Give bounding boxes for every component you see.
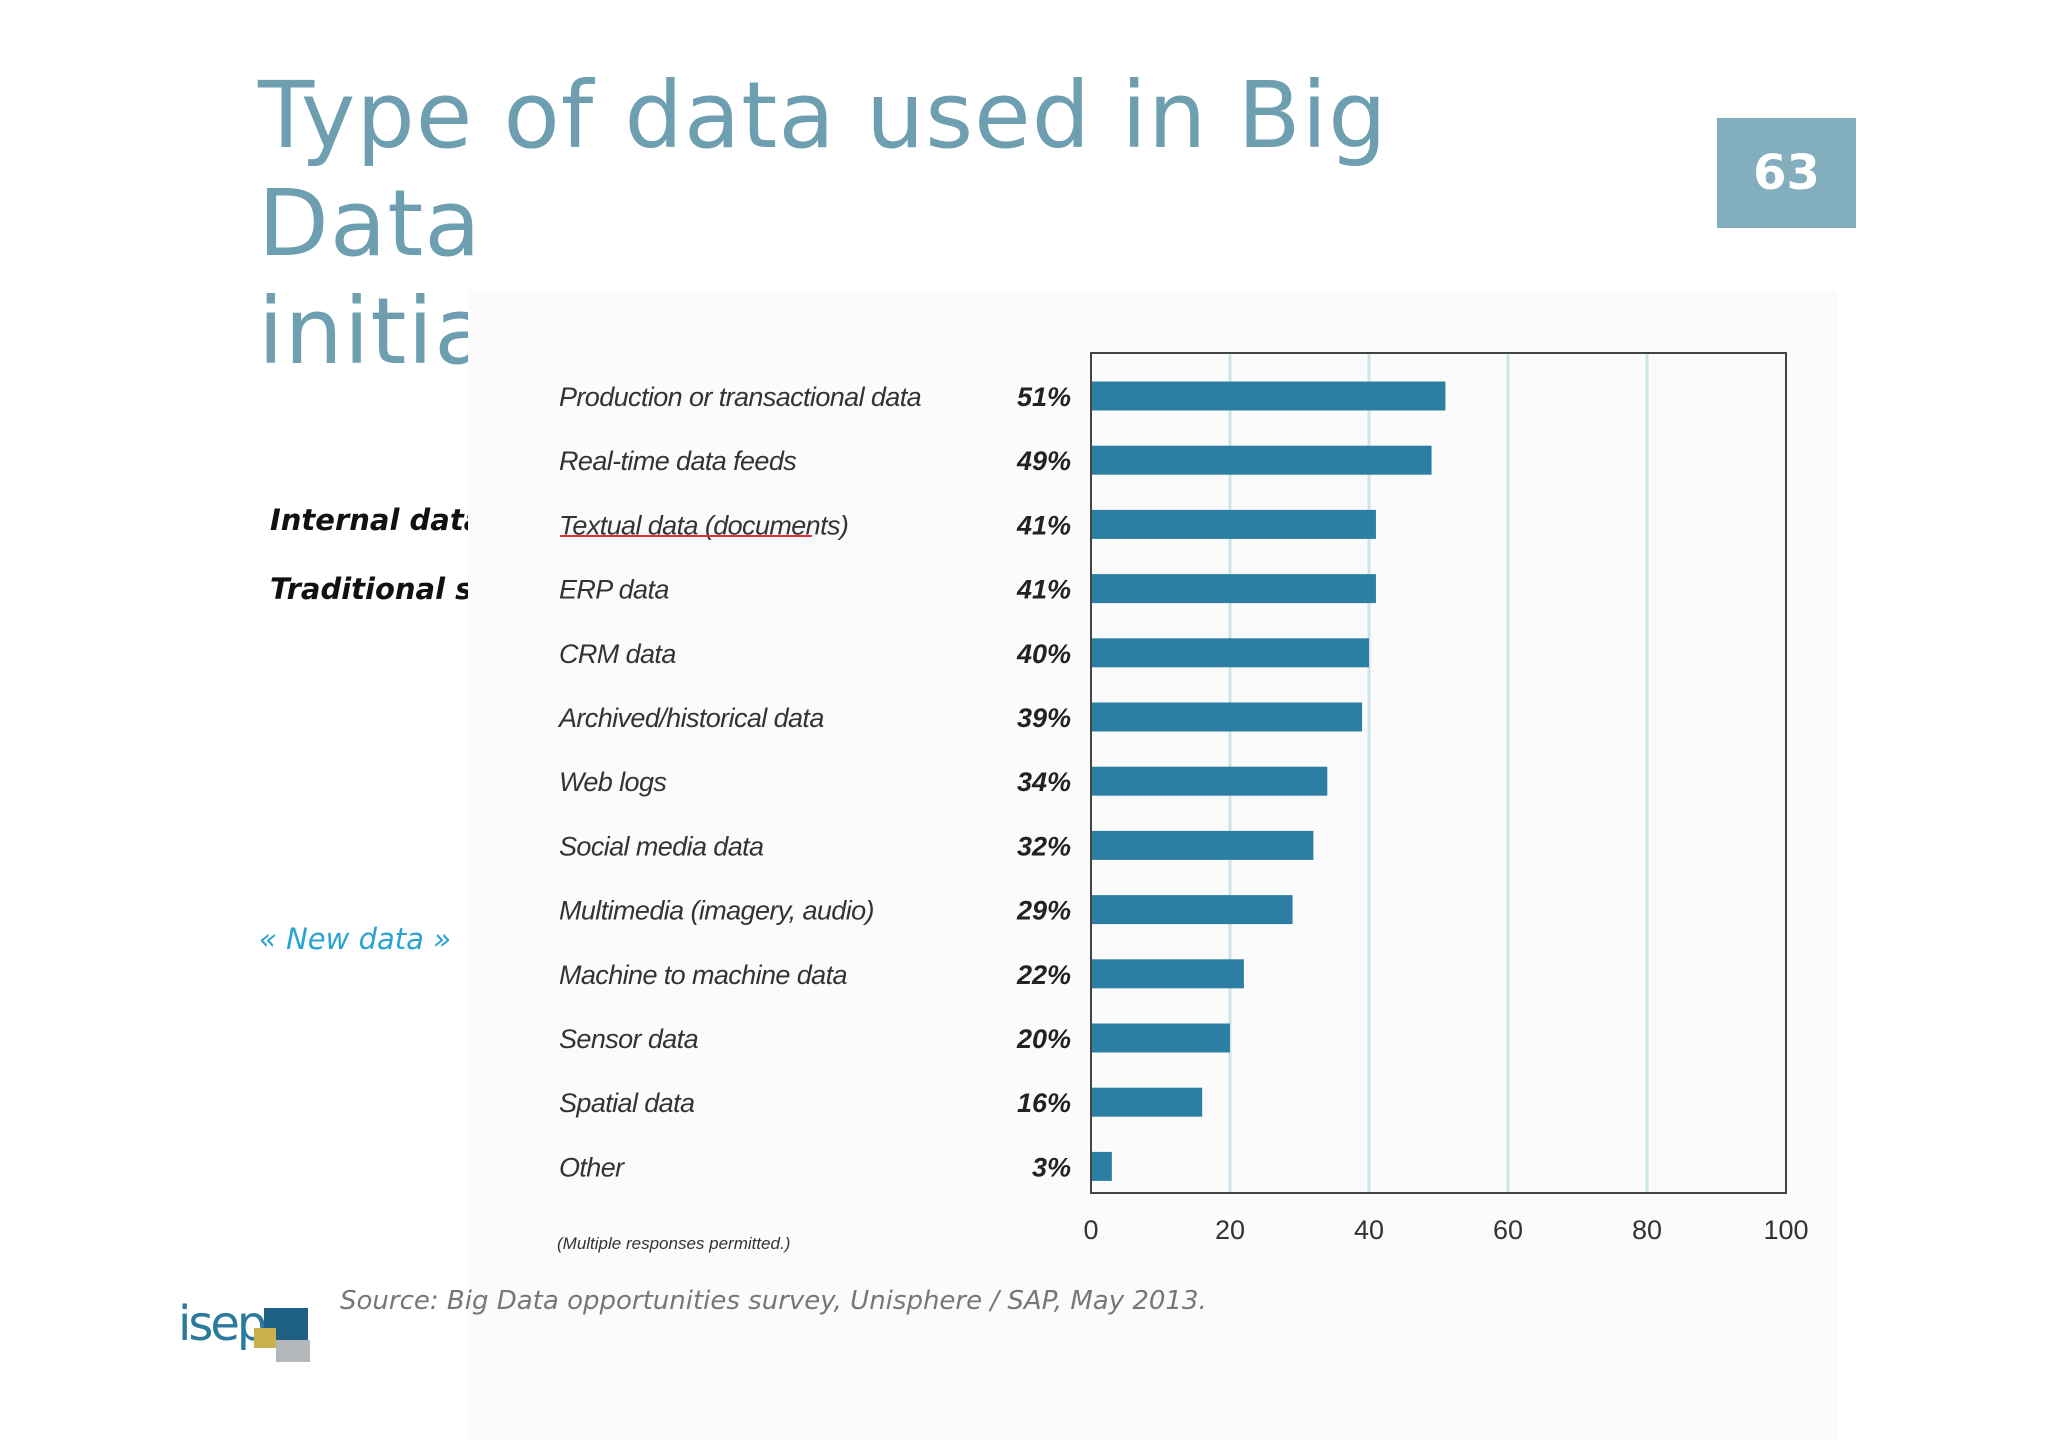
bar-4 <box>1092 638 1369 668</box>
bar-3 <box>1092 574 1376 604</box>
x-tick-label-1: 20 <box>1215 1215 1245 1245</box>
category-label-8: Multimedia (imagery, audio) <box>559 896 874 926</box>
value-label-1: 49% <box>1016 446 1071 476</box>
logo-square-grey <box>276 1340 310 1362</box>
value-label-8: 29% <box>1016 896 1071 926</box>
bar-10 <box>1092 1023 1230 1053</box>
x-tick-label-2: 40 <box>1354 1215 1384 1245</box>
bar-2 <box>1092 509 1376 539</box>
logo-square-gold <box>254 1328 276 1348</box>
bar-12 <box>1092 1151 1112 1181</box>
value-label-3: 41% <box>1016 575 1071 605</box>
value-label-5: 39% <box>1017 703 1071 733</box>
value-label-10: 20% <box>1016 1024 1071 1054</box>
category-label-11: Spatial data <box>559 1088 695 1118</box>
x-tick-label-0: 0 <box>1083 1215 1098 1245</box>
bar-7 <box>1092 830 1314 860</box>
value-label-7: 32% <box>1017 831 1071 861</box>
bar-9 <box>1092 959 1244 989</box>
title-line-1: Type of data used in Big Data <box>258 62 1388 277</box>
x-tick-label-3: 60 <box>1493 1215 1523 1245</box>
value-label-2: 41% <box>1016 510 1071 540</box>
bar-5 <box>1092 702 1363 732</box>
bar-1 <box>1092 445 1432 475</box>
chart-panel <box>468 290 1838 1440</box>
bar-8 <box>1092 895 1293 925</box>
logo-text: isep <box>178 1296 267 1352</box>
category-label-12: Other <box>559 1152 625 1182</box>
value-label-12: 3% <box>1032 1152 1071 1182</box>
group-label-new: « New data » <box>259 922 452 956</box>
page-number-badge: 63 <box>1717 118 1856 228</box>
category-label-6: Web logs <box>559 767 666 797</box>
isep-logo: isep <box>178 1296 314 1364</box>
plot-frame <box>1090 352 1787 1194</box>
x-tick-label-4: 80 <box>1632 1215 1662 1245</box>
value-label-6: 34% <box>1017 767 1071 797</box>
value-label-11: 16% <box>1017 1088 1071 1118</box>
value-label-0: 51% <box>1017 382 1071 412</box>
category-label-0: Production or transactional data <box>559 382 922 412</box>
category-label-9: Machine to machine data <box>559 960 847 990</box>
bar-0 <box>1092 381 1446 411</box>
category-label-1: Real-time data feeds <box>559 446 796 476</box>
category-label-7: Social media data <box>559 831 764 861</box>
category-label-4: CRM data <box>559 639 676 669</box>
value-label-9: 22% <box>1016 960 1071 990</box>
source-caption: Source: Big Data opportunities survey, U… <box>340 1286 1207 1316</box>
bar-6 <box>1092 766 1328 796</box>
group-label-internal: Internal data <box>270 503 484 537</box>
multiple-responses-note: (Multiple responses permitted.) <box>557 1234 790 1253</box>
category-label-10: Sensor data <box>559 1024 699 1054</box>
category-label-5: Archived/historical data <box>557 703 824 733</box>
value-label-4: 40% <box>1016 639 1071 669</box>
bar-11 <box>1092 1087 1203 1117</box>
x-tick-label-5: 100 <box>1763 1215 1808 1245</box>
category-label-3: ERP data <box>559 575 669 605</box>
